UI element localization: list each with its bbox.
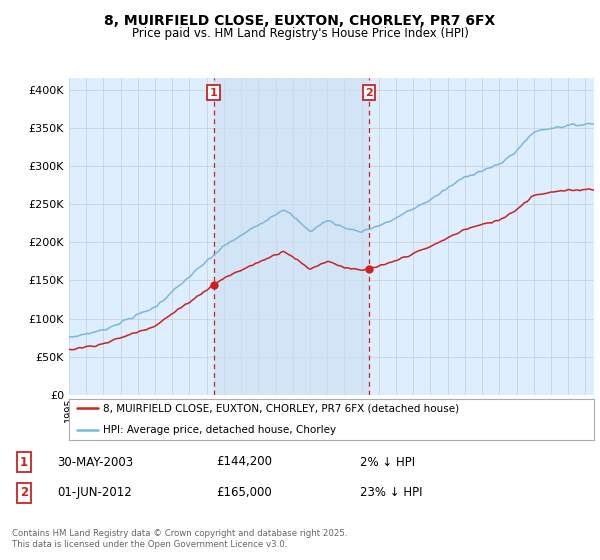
Text: 23% ↓ HPI: 23% ↓ HPI	[360, 486, 422, 500]
Text: Contains HM Land Registry data © Crown copyright and database right 2025.
This d: Contains HM Land Registry data © Crown c…	[12, 529, 347, 549]
Text: 30-MAY-2003: 30-MAY-2003	[57, 455, 133, 469]
Text: £165,000: £165,000	[216, 486, 272, 500]
Text: 8, MUIRFIELD CLOSE, EUXTON, CHORLEY, PR7 6FX (detached house): 8, MUIRFIELD CLOSE, EUXTON, CHORLEY, PR7…	[103, 403, 459, 413]
Text: 2: 2	[365, 88, 373, 98]
Text: 01-JUN-2012: 01-JUN-2012	[57, 486, 132, 500]
Text: £144,200: £144,200	[216, 455, 272, 469]
Text: 2% ↓ HPI: 2% ↓ HPI	[360, 455, 415, 469]
Text: HPI: Average price, detached house, Chorley: HPI: Average price, detached house, Chor…	[103, 424, 336, 435]
Text: 2: 2	[20, 486, 28, 500]
Text: Price paid vs. HM Land Registry's House Price Index (HPI): Price paid vs. HM Land Registry's House …	[131, 27, 469, 40]
Text: 8, MUIRFIELD CLOSE, EUXTON, CHORLEY, PR7 6FX: 8, MUIRFIELD CLOSE, EUXTON, CHORLEY, PR7…	[104, 14, 496, 28]
Bar	[214, 78, 369, 395]
Text: 1: 1	[20, 455, 28, 469]
Text: 1: 1	[210, 88, 218, 98]
